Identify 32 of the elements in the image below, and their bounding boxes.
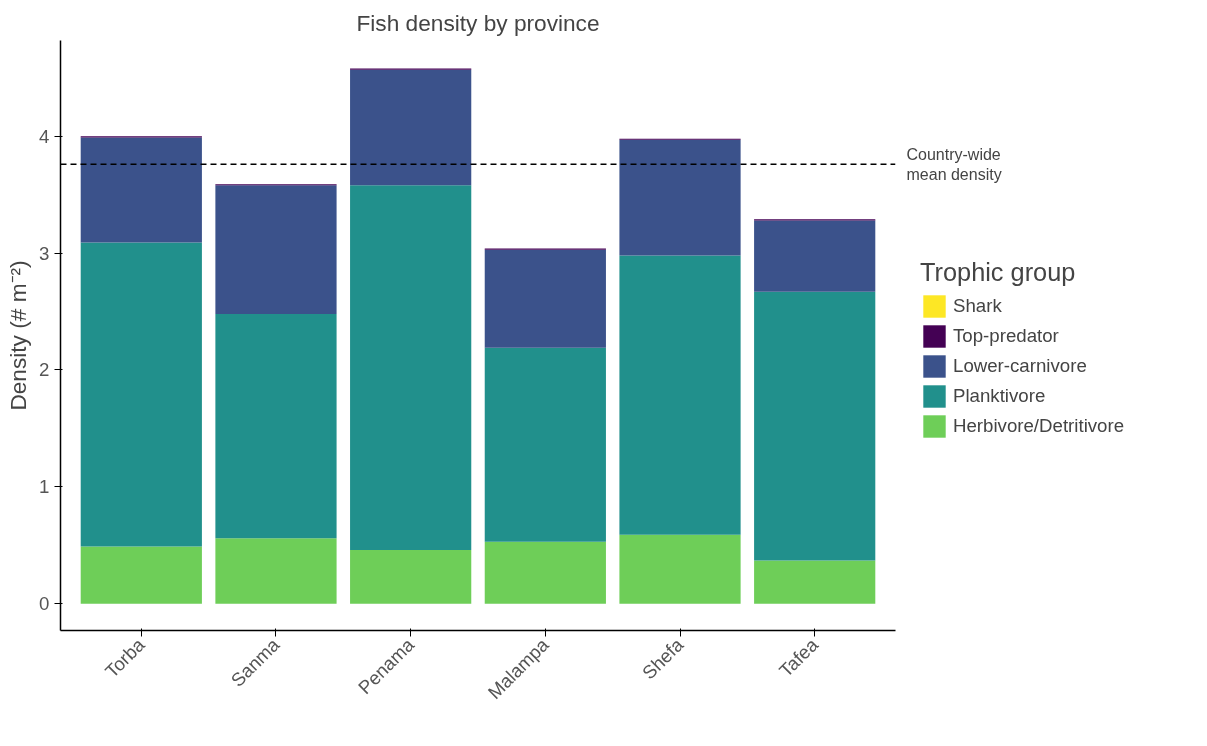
bar [215, 185, 337, 314]
y-tick-label: 1 [39, 476, 50, 498]
chart-title: Fish density by province [356, 9, 600, 36]
y-tick-label: 3 [39, 242, 50, 264]
bar [484, 249, 606, 348]
bar [754, 220, 876, 292]
bar [484, 347, 606, 542]
bar [350, 69, 472, 186]
bar [80, 137, 202, 243]
bar [350, 549, 472, 604]
y-tick-label: 2 [39, 359, 50, 381]
legend-label: Herbivore/Detritivore [953, 415, 1125, 437]
legend-label: Shark [953, 295, 1002, 317]
bar [215, 313, 337, 539]
bar [80, 546, 202, 604]
y-tick-label: 4 [39, 125, 50, 147]
legend-label: Top-predator [953, 325, 1059, 347]
bar [484, 541, 606, 604]
bar [619, 139, 741, 256]
legend-label: Lower-carnivore [953, 355, 1087, 377]
bar [80, 242, 202, 547]
legend-title: Trophic group [920, 258, 1077, 287]
bar [754, 291, 876, 561]
bar [619, 534, 741, 604]
y-tick-label: 0 [39, 593, 50, 615]
bar [215, 538, 337, 604]
bar [350, 185, 472, 550]
y-axis-title: Density (# m⁻²) [5, 260, 32, 411]
ref-line-label: Country-wide mean density [906, 145, 1002, 184]
bar [754, 560, 876, 604]
bar [619, 255, 741, 535]
legend-label: Planktivore [953, 385, 1046, 407]
